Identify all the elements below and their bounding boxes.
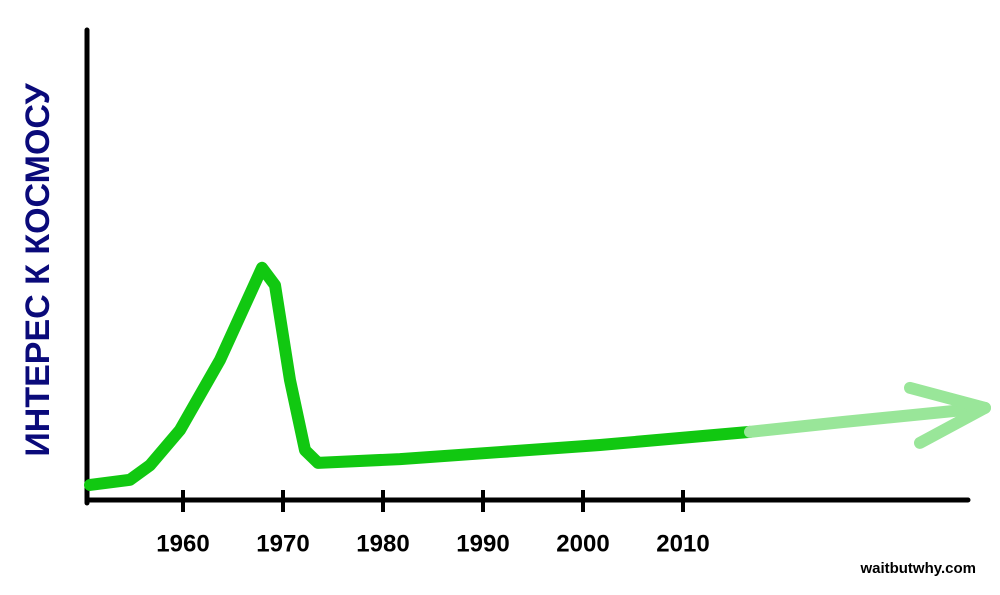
x-tick-label: 1970 bbox=[256, 530, 309, 557]
x-tick-label: 2000 bbox=[556, 530, 609, 557]
x-tick-label: 1990 bbox=[456, 530, 509, 557]
x-tick-label: 1960 bbox=[156, 530, 209, 557]
source-credit: waitbutwhy.com bbox=[859, 560, 976, 577]
y-axis-label: ИНТЕРЕС К КОСМОСУ bbox=[19, 82, 57, 456]
x-tick-label: 1980 bbox=[356, 530, 409, 557]
data-line bbox=[84, 261, 756, 491]
data-line bbox=[744, 401, 991, 438]
arrowhead bbox=[904, 381, 991, 449]
x-tick-label: 2010 bbox=[656, 530, 709, 557]
